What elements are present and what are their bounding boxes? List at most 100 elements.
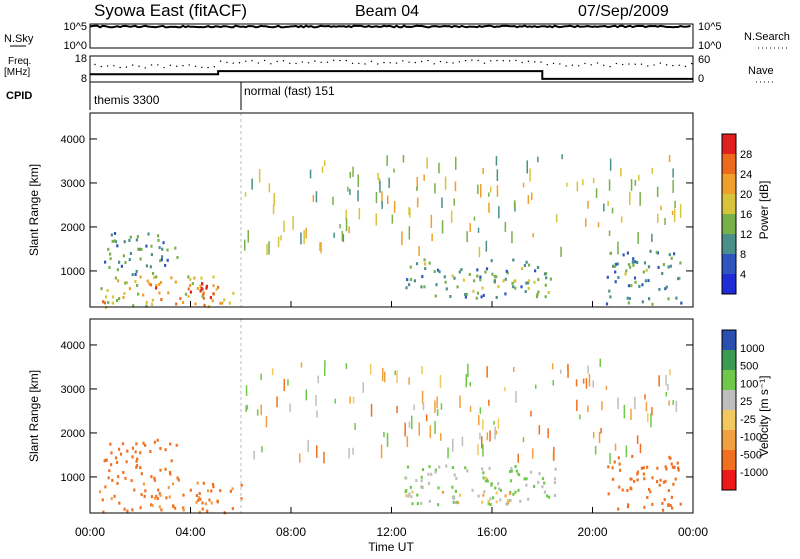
data-cell — [642, 270, 645, 274]
data-cell — [157, 488, 160, 492]
data-cell — [438, 162, 440, 174]
data-cell — [544, 295, 547, 299]
data-cell — [187, 287, 190, 291]
data-cell — [498, 487, 501, 491]
nave-dot — [615, 62, 618, 65]
nave-dot — [565, 65, 567, 67]
data-cell — [481, 467, 484, 471]
data-cell — [125, 281, 128, 285]
data-cell — [585, 378, 588, 389]
y-tick-label: 2000 — [61, 428, 85, 440]
data-cell — [585, 218, 587, 227]
data-cell — [388, 177, 390, 188]
data-cell — [518, 473, 521, 477]
data-cell — [393, 201, 396, 213]
data-cell — [124, 261, 127, 264]
data-cell — [111, 478, 114, 482]
data-cell — [201, 294, 204, 298]
data-cell — [672, 482, 675, 486]
data-cell — [441, 197, 443, 208]
data-cell — [639, 192, 641, 206]
data-cell — [538, 472, 541, 476]
data-cell — [587, 405, 589, 413]
data-cell — [633, 276, 637, 280]
data-cell — [396, 370, 398, 384]
data-cell — [484, 476, 487, 480]
data-cell — [380, 444, 383, 459]
data-cell — [162, 241, 165, 245]
data-cell — [595, 188, 598, 198]
colorbar-swatch — [722, 214, 736, 235]
data-cell — [324, 360, 326, 367]
data-cell — [492, 496, 495, 500]
nave-dot — [326, 61, 329, 63]
data-cell — [658, 287, 661, 291]
nave-dot — [295, 62, 297, 65]
data-cell — [176, 256, 179, 259]
data-cell — [429, 425, 432, 439]
data-cell — [629, 191, 631, 205]
data-cell — [110, 451, 113, 455]
data-cell — [477, 494, 480, 498]
data-cell — [422, 402, 425, 411]
data-cell — [212, 275, 215, 279]
nave-dot — [226, 61, 228, 64]
data-cell — [347, 186, 349, 192]
data-cell — [423, 174, 425, 181]
nave-dot — [515, 59, 517, 62]
data-cell — [642, 466, 645, 470]
data-cell — [187, 275, 190, 279]
data-cell — [649, 249, 652, 253]
nave-dot — [540, 61, 542, 63]
data-cell — [453, 198, 455, 206]
data-cell — [560, 369, 562, 374]
power-y-ticks: 1000 2000 3000 4000 — [61, 134, 693, 278]
nave-dot — [232, 62, 234, 64]
data-cell — [438, 270, 441, 274]
data-cell — [189, 488, 192, 492]
nave-dot — [345, 59, 347, 62]
data-cell — [171, 482, 175, 486]
data-cell — [626, 296, 629, 300]
data-cell — [391, 214, 394, 224]
data-cell — [476, 274, 479, 278]
nave-dot — [138, 65, 140, 67]
data-cell — [104, 485, 107, 489]
data-cell — [210, 501, 213, 505]
data-cell — [636, 470, 640, 474]
colorbar-tick: 12 — [740, 229, 752, 241]
data-cell — [123, 507, 126, 511]
data-cell — [552, 380, 554, 386]
data-cell — [164, 448, 167, 452]
data-cell — [514, 286, 517, 290]
nave-dot — [270, 63, 272, 65]
data-cell — [113, 494, 116, 498]
data-cell — [481, 436, 483, 449]
data-cell — [592, 380, 594, 388]
data-cell — [606, 275, 609, 279]
data-cell — [643, 505, 646, 509]
nave-dot — [691, 62, 693, 65]
data-cell — [456, 285, 459, 289]
data-cell — [107, 247, 110, 251]
data-cell — [525, 483, 528, 487]
data-cell — [108, 469, 111, 473]
data-cell — [427, 481, 431, 485]
data-cell — [209, 296, 212, 300]
data-cell — [410, 495, 413, 499]
data-cell — [643, 477, 646, 481]
data-cell — [109, 252, 112, 256]
colorbar-swatch — [722, 194, 736, 215]
data-cell — [632, 263, 635, 267]
data-cell — [543, 490, 547, 494]
nave-dot — [464, 59, 467, 62]
data-cell — [167, 486, 170, 489]
data-cell — [135, 269, 138, 273]
data-cell — [665, 285, 668, 289]
data-cell — [133, 488, 136, 492]
data-cell — [189, 290, 192, 294]
data-cell — [155, 283, 158, 287]
data-cell — [489, 503, 492, 507]
data-cell — [272, 204, 275, 215]
data-cell — [617, 241, 619, 255]
